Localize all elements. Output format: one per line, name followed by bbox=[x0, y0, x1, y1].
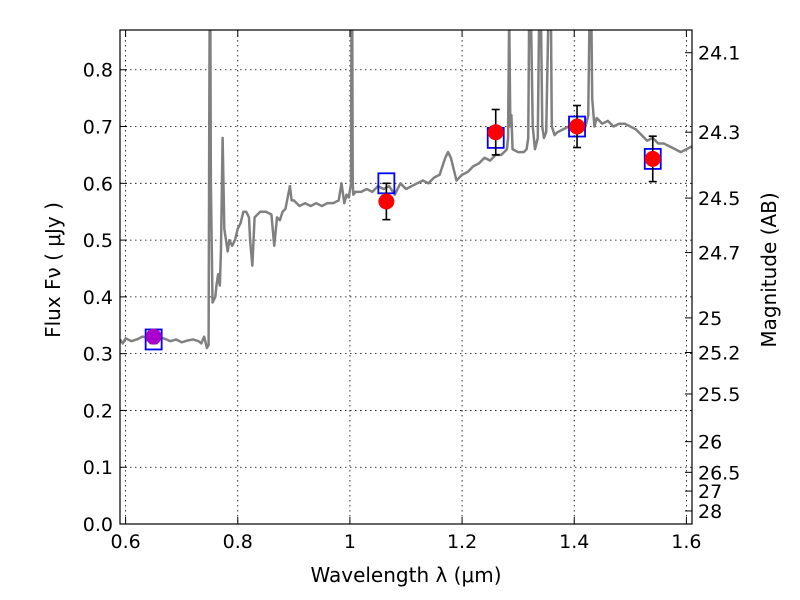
y-tick-label: 0.1 bbox=[83, 457, 113, 479]
mag-tick-label: 24.1 bbox=[698, 43, 740, 65]
plot-background bbox=[120, 30, 692, 524]
y-tick-label: 0.3 bbox=[83, 344, 113, 366]
observed-point bbox=[644, 150, 661, 167]
mag-tick-label: 25.2 bbox=[698, 343, 740, 365]
mag-tick-label: 25.5 bbox=[698, 384, 740, 406]
y-tick-label: 0.8 bbox=[83, 60, 113, 82]
grid bbox=[120, 30, 692, 525]
y-tick-label: 0.0 bbox=[83, 514, 113, 536]
ticks: 0.6 0.8 1 1.2 1.4 1.6 0.0 0.1 0.2 0.3 0.4 0.5 0.6 0.7… bbox=[83, 30, 740, 553]
mag-tick-label: 24.7 bbox=[698, 243, 740, 265]
mag-tick-label: 27 bbox=[698, 481, 722, 503]
y-tick-label: 0.4 bbox=[83, 287, 113, 309]
observed-point bbox=[569, 118, 586, 135]
mag-tick-label: 28 bbox=[698, 501, 722, 523]
y-axis-label: Flux Fν ( μJy ) bbox=[41, 202, 65, 338]
observed-point bbox=[145, 328, 162, 345]
observed-point bbox=[487, 124, 504, 141]
x-tick-label: 1.4 bbox=[559, 531, 589, 553]
photometry-markers bbox=[144, 104, 662, 351]
x-tick-label: 1.2 bbox=[447, 531, 477, 553]
x-tick-label: 0.8 bbox=[223, 531, 253, 553]
plot-frame bbox=[119, 29, 693, 525]
x-tick-label: 1.6 bbox=[671, 531, 701, 553]
y-tick-label: 0.7 bbox=[83, 117, 113, 139]
x-tick-label: 0.6 bbox=[110, 531, 140, 553]
y-tick-label: 0.5 bbox=[83, 230, 113, 252]
mag-tick-label: 26.5 bbox=[698, 462, 740, 484]
mag-tick-label: 24.3 bbox=[698, 122, 740, 144]
mag-tick-label: 26 bbox=[698, 432, 722, 454]
x-axis-label: Wavelength λ (μm) bbox=[310, 563, 501, 587]
y-tick-label: 0.2 bbox=[83, 400, 113, 422]
y-tick-label: 0.6 bbox=[83, 173, 113, 195]
x-tick-label: 1 bbox=[344, 531, 356, 553]
mag-tick-label: 25 bbox=[698, 308, 722, 330]
mag-tick-label: 24.5 bbox=[698, 188, 740, 210]
y-axis-right-label: Magnitude (AB) bbox=[757, 192, 781, 347]
observed-point bbox=[378, 193, 395, 210]
